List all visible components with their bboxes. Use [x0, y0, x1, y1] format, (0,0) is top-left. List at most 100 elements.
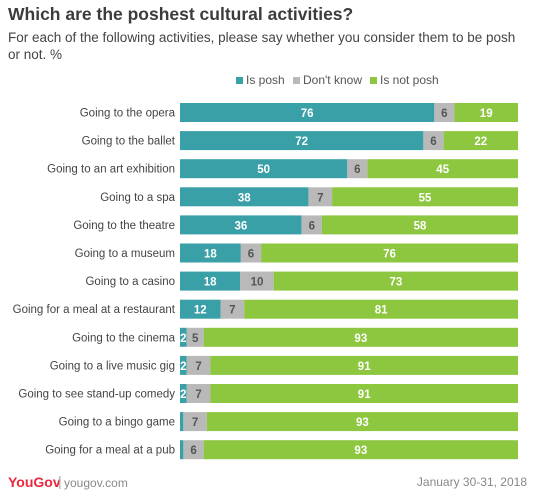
data-label: 12 [194, 305, 207, 317]
data-label: 10 [251, 277, 264, 289]
data-label: 6 [190, 445, 196, 457]
data-label: 91 [358, 389, 371, 401]
bar-segment-1 [183, 412, 207, 432]
data-label: 6 [248, 249, 254, 261]
data-label: 76 [301, 108, 314, 120]
legend-label-1: Don't know [303, 73, 362, 87]
yougov-logo: YouGov [8, 474, 61, 490]
data-label: 58 [414, 220, 427, 232]
bar-segment-0 [180, 299, 221, 319]
legend-label-0: Is posh [246, 73, 285, 87]
footer-url[interactable]: yougov.com [64, 476, 128, 490]
data-label: 7 [195, 389, 201, 401]
data-label: 5 [192, 333, 199, 345]
legend-swatch-2 [370, 77, 377, 84]
bar-segment-1 [240, 243, 262, 263]
data-label: 6 [441, 108, 447, 120]
data-label: 36 [234, 220, 247, 232]
legend-label-2: Is not posh [380, 73, 439, 87]
bar-segment-1 [347, 159, 368, 179]
data-label: 7 [192, 417, 198, 429]
data-label: 7 [317, 192, 323, 204]
bar-segment-2 [210, 384, 519, 403]
bar-segment-1 [434, 103, 455, 122]
bar-segment-0 [180, 355, 187, 375]
bar-segment-1 [301, 215, 322, 235]
bar-segment-0 [180, 412, 184, 432]
legend-swatch-1 [293, 77, 300, 84]
category-label: Going for a meal at a pub [45, 445, 175, 457]
footer-separator: | [58, 473, 62, 489]
category-label: Going for a meal at a restaurant [13, 304, 176, 316]
category-label: Going to the ballet [82, 136, 176, 148]
bar-segment-0 [180, 159, 348, 179]
bar-segment-2 [273, 271, 518, 291]
category-label: Going to a live music gig [50, 360, 175, 372]
bar-segment-1 [308, 187, 333, 207]
data-label: 6 [309, 220, 315, 232]
chart-title: Which are the poshest cultural activitie… [8, 4, 354, 24]
category-label: Going to a spa [100, 192, 175, 204]
data-label: 2 [180, 389, 186, 401]
bar-segment-2 [206, 412, 518, 432]
category-label: Going to a casino [85, 276, 175, 288]
data-label: 2 [180, 333, 186, 345]
legend-swatch-0 [236, 77, 243, 84]
data-label: 18 [204, 249, 217, 261]
data-label: 93 [354, 333, 367, 345]
bar-segment-0 [180, 215, 302, 235]
bar-segment-1 [240, 271, 274, 291]
data-label: 19 [480, 108, 493, 120]
bar-segment-0 [180, 131, 424, 151]
data-label: 73 [389, 277, 402, 289]
bar-segment-2 [244, 299, 518, 319]
data-label: 18 [204, 277, 217, 289]
bar-segment-0 [180, 187, 309, 207]
category-label: Going to the opera [80, 108, 176, 120]
data-label: 76 [383, 249, 396, 261]
data-label: 22 [474, 136, 487, 148]
bar-segment-1 [183, 440, 204, 460]
bar-segment-2 [454, 103, 518, 122]
survey-date: January 30-31, 2018 [416, 475, 527, 489]
bar-segment-2 [203, 440, 518, 460]
data-label: 2 [180, 361, 186, 373]
data-label: 93 [356, 417, 369, 429]
data-label: 45 [436, 164, 449, 176]
stacked-bar-chart: Is posh Don't know Is not posh Going to the… [13, 73, 519, 460]
category-label: Going to a bingo game [59, 417, 175, 429]
category-label: Going to an art exhibition [47, 164, 175, 176]
bar-segment-2 [203, 327, 518, 347]
bar-segment-1 [220, 299, 245, 319]
data-label: 81 [375, 305, 388, 317]
bar-segment-2 [367, 159, 518, 179]
bar-segment-2 [210, 355, 519, 375]
data-label: 6 [354, 164, 360, 176]
data-label: 7 [229, 305, 235, 317]
data-label: 50 [257, 164, 270, 176]
bar-segment-0 [180, 271, 241, 291]
bar-segment-0 [180, 243, 241, 263]
data-label: 91 [358, 361, 371, 373]
bar-segment-1 [186, 384, 211, 403]
data-label: 72 [295, 136, 308, 148]
bar-segment-1 [186, 355, 211, 375]
data-label: 7 [195, 361, 201, 373]
bar-segment-2 [332, 187, 518, 207]
data-label: 6 [430, 136, 436, 148]
bar-segment-2 [261, 243, 518, 263]
bar-segment-0 [180, 327, 187, 347]
bar-segment-2 [443, 131, 518, 151]
bar-segment-1 [423, 131, 444, 151]
bar-segment-0 [180, 384, 187, 403]
category-label: Going to the theatre [73, 220, 175, 232]
data-label: 93 [354, 445, 367, 457]
bar-segment-0 [180, 103, 435, 122]
category-label: Going to the cinema [72, 332, 176, 344]
data-label: 55 [419, 192, 432, 204]
bar-segment-1 [186, 327, 204, 347]
bar-segment-0 [180, 440, 184, 460]
chart-subtitle: For each of the following activities, pl… [8, 30, 516, 62]
category-label: Going to a museum [75, 248, 175, 260]
category-label: Going to see stand-up comedy [18, 389, 175, 401]
